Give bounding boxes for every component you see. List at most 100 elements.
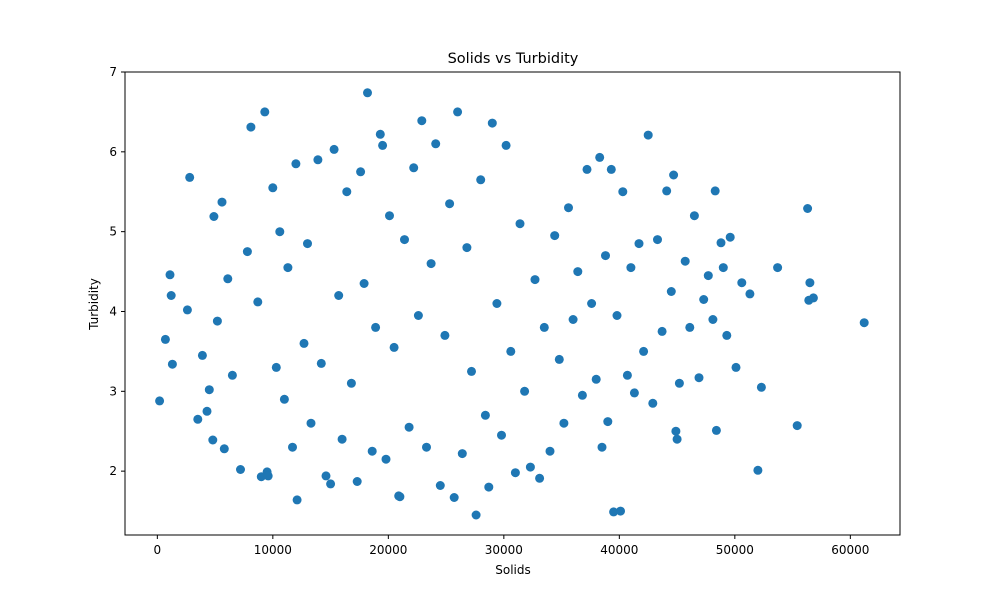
scatter-point bbox=[363, 88, 372, 98]
x-tick-label: 10000 bbox=[254, 543, 292, 557]
scatter-point bbox=[492, 299, 502, 308]
y-axis: 2 3 4 5 6 7 bbox=[109, 65, 125, 478]
scatter-point bbox=[426, 259, 436, 269]
scatter-point bbox=[219, 444, 229, 454]
scatter-point bbox=[745, 289, 755, 299]
scatter-point bbox=[510, 468, 520, 478]
x-tick-label: 20000 bbox=[369, 543, 407, 557]
x-tick-label: 40000 bbox=[600, 543, 638, 557]
scatter-point bbox=[155, 396, 165, 406]
scatter-points bbox=[155, 88, 869, 520]
scatter-point bbox=[476, 175, 486, 185]
scatter-point bbox=[595, 152, 605, 162]
scatter-point bbox=[792, 421, 802, 431]
scatter-point bbox=[710, 186, 720, 196]
scatter-point bbox=[657, 326, 667, 336]
scatter-point bbox=[680, 256, 690, 266]
scatter-point bbox=[404, 422, 414, 432]
scatter-point bbox=[756, 382, 766, 392]
scatter-point bbox=[601, 251, 610, 261]
scatter-point bbox=[515, 219, 525, 229]
scatter-point bbox=[535, 473, 545, 483]
scatter-point bbox=[223, 274, 233, 284]
scatter-point bbox=[545, 446, 555, 456]
chart-title: Solids vs Turbidity bbox=[448, 51, 579, 67]
x-tick-label: 60000 bbox=[831, 543, 869, 557]
scatter-point bbox=[334, 291, 344, 300]
scatter-point bbox=[480, 410, 490, 420]
scatter-point bbox=[279, 394, 289, 404]
scatter-point bbox=[674, 378, 684, 388]
scatter-point bbox=[554, 354, 564, 364]
scatter-point bbox=[612, 311, 622, 320]
scatter-point bbox=[699, 295, 709, 304]
scatter-point bbox=[165, 270, 175, 280]
scatter-point bbox=[453, 107, 463, 117]
scatter-point bbox=[462, 243, 472, 253]
scatter-point bbox=[316, 358, 326, 368]
scatter-point bbox=[303, 239, 312, 249]
scatter-point bbox=[260, 107, 270, 117]
scatter-point bbox=[694, 373, 704, 383]
scatter-point bbox=[288, 442, 297, 452]
scatter-point bbox=[275, 227, 285, 237]
scatter-point bbox=[568, 315, 578, 324]
scatter-point bbox=[582, 164, 592, 174]
scatter-point bbox=[773, 263, 783, 273]
scatter-point bbox=[166, 291, 176, 300]
scatter-point bbox=[385, 211, 394, 221]
scatter-point bbox=[367, 446, 377, 456]
scatter-point bbox=[634, 239, 644, 249]
scatter-point bbox=[672, 434, 682, 444]
scatter-point bbox=[246, 122, 256, 132]
scatter-point bbox=[525, 462, 535, 472]
scatter-point bbox=[440, 330, 450, 340]
scatter-point bbox=[731, 362, 741, 372]
scatter-point bbox=[197, 350, 207, 360]
scatter-point bbox=[597, 442, 607, 452]
scatter-point bbox=[457, 449, 467, 459]
scatter-point bbox=[722, 330, 732, 340]
y-tick-label: 3 bbox=[109, 384, 117, 398]
y-tick-label: 2 bbox=[109, 464, 117, 478]
y-axis-label: Turbidity bbox=[87, 278, 101, 331]
scatter-point bbox=[182, 305, 192, 315]
x-tick-label: 50000 bbox=[716, 543, 754, 557]
scatter-point bbox=[471, 510, 481, 520]
scatter-point bbox=[352, 477, 362, 486]
scatter-point bbox=[501, 140, 511, 150]
scatter-point bbox=[242, 247, 252, 257]
scatter-point bbox=[212, 316, 222, 326]
x-tick-label: 30000 bbox=[485, 543, 523, 557]
scatter-point bbox=[208, 435, 218, 445]
scatter-point bbox=[375, 129, 385, 139]
scatter-point bbox=[606, 164, 616, 174]
scatter-point bbox=[283, 263, 293, 273]
scatter-point bbox=[409, 163, 419, 173]
scatter-point bbox=[342, 187, 352, 197]
scatter-point bbox=[292, 495, 302, 505]
scatter-point bbox=[326, 479, 336, 489]
scatter-point bbox=[629, 388, 639, 398]
scatter-point bbox=[435, 481, 445, 490]
scatter-point bbox=[805, 278, 815, 288]
scatter-point bbox=[227, 370, 237, 380]
scatter-point bbox=[648, 398, 658, 408]
scatter-point bbox=[167, 359, 177, 369]
scatter-point bbox=[445, 199, 455, 209]
scatter-point bbox=[559, 418, 569, 428]
y-tick-label: 7 bbox=[109, 65, 117, 79]
scatter-point bbox=[346, 378, 356, 388]
scatter-point bbox=[487, 118, 497, 128]
scatter-point bbox=[321, 471, 331, 481]
scatter-point bbox=[587, 299, 597, 308]
scatter-point bbox=[639, 346, 649, 356]
scatter-point bbox=[193, 414, 203, 424]
scatter-point bbox=[711, 425, 721, 435]
scatter-point bbox=[467, 366, 476, 376]
scatter-point bbox=[356, 167, 366, 177]
scatter-point bbox=[313, 155, 323, 165]
scatter-point bbox=[217, 197, 227, 207]
scatter-point bbox=[202, 406, 212, 416]
scatter-point bbox=[550, 231, 560, 241]
